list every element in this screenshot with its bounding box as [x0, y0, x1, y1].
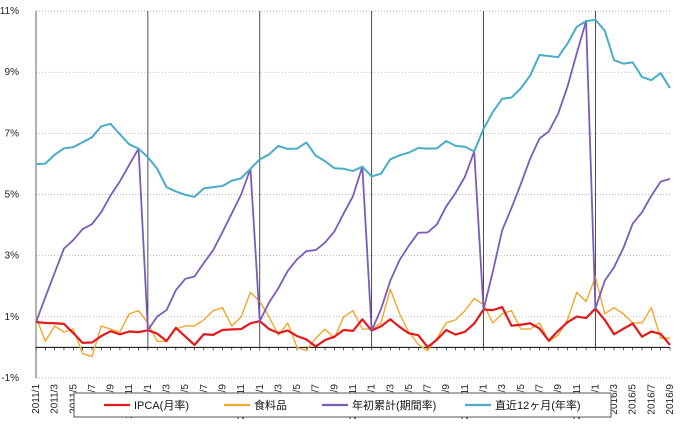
legend-label-1: 食料品 — [254, 398, 287, 412]
legend: IPCA(月率) 食料品 年初累計(期間率) 直近12ヶ月(年率) — [73, 392, 612, 418]
x-tick-label-0: 2011/1 — [31, 384, 42, 414]
series-line-2 — [35, 20, 671, 332]
y-tick-label-3: 5% — [5, 190, 20, 201]
y-tick-label-5: 9% — [5, 67, 20, 78]
series-lines — [35, 18, 671, 358]
x-tick-label-1: 2011/3 — [50, 384, 61, 414]
series-line-3 — [35, 18, 671, 198]
series-line-0 — [35, 305, 671, 349]
legend-label-0: IPCA(月率) — [134, 398, 189, 412]
y-tick-label-1: 1% — [5, 312, 20, 323]
y-tick-label-0: -1% — [1, 373, 19, 384]
legend-label-2: 年初累計(期間率) — [352, 398, 436, 412]
y-tick-label-4: 7% — [5, 128, 20, 139]
y-tick-label-6: 11% — [0, 6, 19, 17]
legend-label-3: 直近12ヶ月(年率) — [495, 398, 581, 412]
x-tick-label-33: 2016/7 — [646, 384, 657, 415]
y-tick-labels: -1% 1% 3% 5% 7% 9% 11% — [0, 6, 19, 384]
x-tick-label-31: 2016/3 — [609, 384, 620, 415]
x-tick-label-32: 2016/5 — [628, 384, 639, 415]
year-boundary-lines — [147, 11, 596, 348]
x-tick-label-34: 2016/9 — [665, 384, 676, 415]
y-tick-label-2: 3% — [5, 251, 20, 262]
